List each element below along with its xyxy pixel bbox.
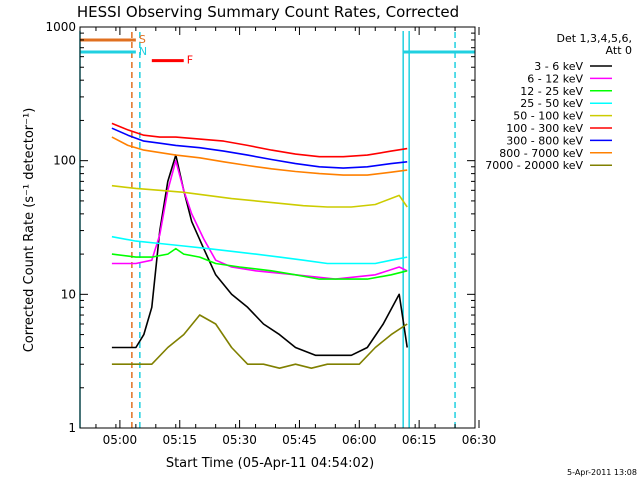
y-tick-label-3: 1000 (45, 20, 76, 34)
chart-title: HESSI Observing Summary Count Rates, Cor… (77, 3, 459, 21)
plot-frame (79, 26, 476, 429)
axes-layer: 1 10 100 1000 05:00 05:15 05:30 05:45 06:00 06:15… (45, 20, 496, 447)
legend-header-line-1: Det 1,3,4,5,6, (556, 32, 632, 45)
x-axis-label: Start Time (05-Apr-11 04:54:02) (166, 456, 374, 471)
legend-label-6: 300 - 800 keV (506, 134, 583, 147)
series-line-2 (111, 247, 408, 280)
legend-label-0: 3 - 6 keV (534, 60, 583, 73)
legend-label-4: 50 - 100 keV (513, 110, 583, 123)
x-tick-label-3: 05:45 (282, 433, 317, 447)
status-segment-label-0: S (139, 33, 146, 46)
x-tick-label-5: 06:15 (402, 433, 437, 447)
legend-header-line-2: Att 0 (606, 44, 632, 57)
legend-label-1: 6 - 12 keV (527, 72, 583, 85)
series-line-6 (111, 127, 408, 169)
series-line-7 (111, 136, 408, 176)
legend-label-2: 12 - 25 keV (520, 85, 583, 98)
series-line-4 (111, 184, 408, 208)
legend-label-7: 800 - 7000 keV (499, 147, 583, 160)
y-tick-label-1: 10 (61, 287, 76, 301)
series-layer (111, 122, 408, 370)
series-line-3 (111, 235, 408, 265)
status-segment-label-1: N (139, 45, 147, 58)
legend-label-8: 7000 - 20000 keV (485, 159, 583, 172)
legend-label-5: 100 - 300 keV (506, 122, 583, 135)
x-tick-label-4: 06:00 (342, 433, 377, 447)
series-line-8 (111, 314, 408, 370)
y-axis-label: Corrected Count Rate (s⁻¹ detector⁻¹) (22, 108, 37, 353)
y-tick-label-0: 1 (68, 421, 76, 435)
timestamp-footer: 5-Apr-2011 13:08 (567, 468, 637, 477)
legend-label-3: 25 - 50 keV (520, 97, 583, 110)
x-tick-label-1: 05:15 (162, 433, 197, 447)
y-tick-label-2: 100 (53, 154, 76, 168)
series-line-5 (111, 122, 408, 158)
status-segment-label-2: F (187, 54, 193, 67)
x-tick-label-2: 05:30 (222, 433, 257, 447)
x-tick-label-6: 06:30 (462, 433, 497, 447)
x-tick-label-0: 05:00 (103, 433, 138, 447)
